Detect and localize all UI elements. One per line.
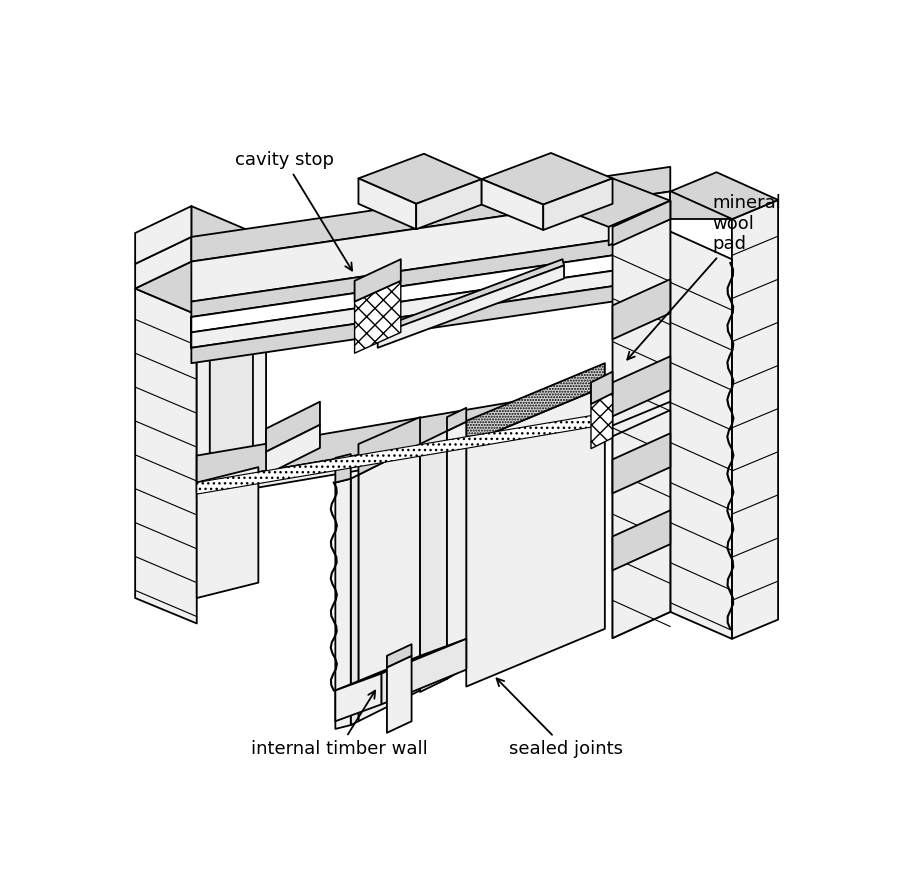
Polygon shape [591, 393, 613, 449]
Polygon shape [196, 282, 266, 315]
Polygon shape [420, 431, 447, 692]
Polygon shape [416, 179, 482, 229]
Polygon shape [670, 191, 732, 219]
Polygon shape [355, 281, 401, 353]
Polygon shape [387, 656, 412, 733]
Polygon shape [351, 474, 358, 725]
Polygon shape [192, 232, 670, 317]
Polygon shape [358, 178, 416, 229]
Text: sealed joints: sealed joints [496, 679, 623, 758]
Polygon shape [613, 410, 670, 638]
Text: internal timber wall: internal timber wall [251, 691, 427, 758]
Polygon shape [196, 413, 604, 498]
Polygon shape [196, 309, 210, 493]
Polygon shape [192, 262, 670, 348]
Polygon shape [387, 645, 412, 667]
Polygon shape [335, 479, 351, 729]
Polygon shape [466, 386, 604, 687]
Polygon shape [482, 179, 544, 230]
Polygon shape [135, 237, 192, 289]
Polygon shape [253, 257, 266, 288]
Polygon shape [382, 638, 466, 704]
Polygon shape [358, 444, 420, 721]
Polygon shape [192, 247, 670, 332]
Polygon shape [670, 232, 732, 638]
Polygon shape [609, 201, 670, 246]
Polygon shape [358, 417, 420, 474]
Polygon shape [613, 356, 670, 417]
Polygon shape [192, 167, 670, 261]
Polygon shape [732, 200, 778, 638]
Polygon shape [482, 153, 613, 204]
Polygon shape [544, 178, 613, 230]
Polygon shape [613, 279, 670, 339]
Polygon shape [266, 402, 320, 452]
Polygon shape [135, 289, 196, 624]
Polygon shape [196, 386, 604, 482]
Polygon shape [613, 433, 670, 494]
Polygon shape [378, 260, 564, 335]
Polygon shape [192, 191, 670, 302]
Polygon shape [335, 638, 466, 690]
Polygon shape [378, 266, 564, 348]
Polygon shape [335, 674, 382, 721]
Polygon shape [192, 237, 253, 288]
Polygon shape [670, 172, 778, 219]
Polygon shape [591, 372, 613, 404]
Polygon shape [447, 422, 466, 679]
Text: cavity stop: cavity stop [235, 152, 352, 270]
Polygon shape [447, 408, 466, 431]
Polygon shape [355, 260, 401, 302]
Polygon shape [210, 282, 266, 471]
Polygon shape [551, 178, 670, 227]
Polygon shape [613, 201, 670, 246]
Polygon shape [266, 424, 320, 474]
Polygon shape [135, 206, 192, 264]
Polygon shape [466, 363, 604, 444]
Polygon shape [335, 454, 351, 482]
Polygon shape [192, 206, 253, 263]
Polygon shape [613, 510, 670, 570]
Polygon shape [358, 153, 482, 203]
Polygon shape [192, 278, 670, 363]
Text: mineral
wool
pad: mineral wool pad [627, 194, 782, 360]
Polygon shape [613, 201, 670, 638]
Polygon shape [135, 261, 253, 315]
Polygon shape [196, 413, 604, 494]
Polygon shape [196, 467, 258, 598]
Polygon shape [196, 288, 253, 482]
Polygon shape [253, 282, 266, 450]
